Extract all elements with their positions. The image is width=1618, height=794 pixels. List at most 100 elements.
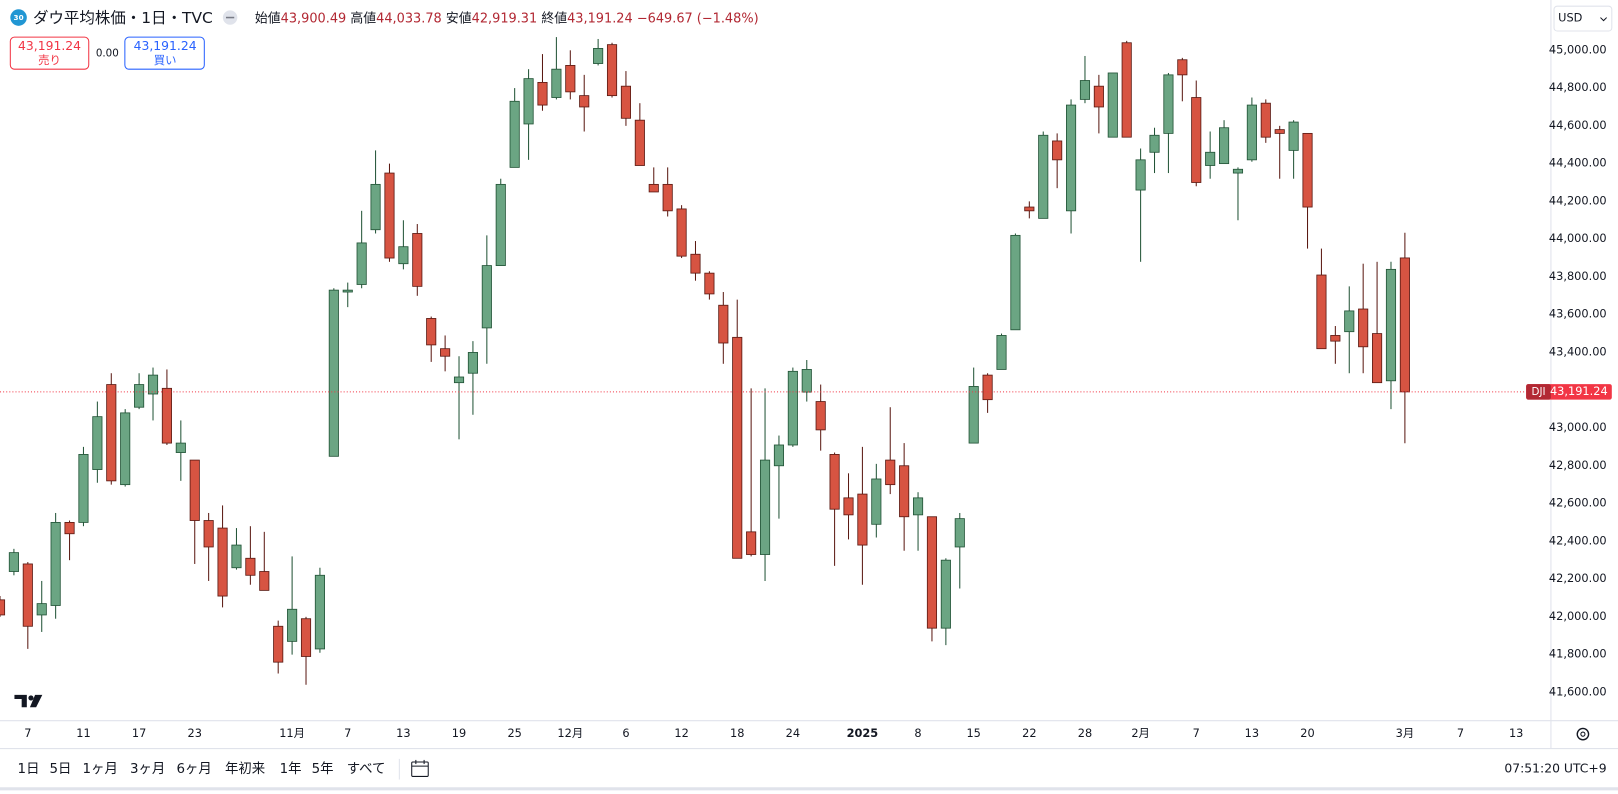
currency-select[interactable]: [1553, 5, 1613, 32]
range-button[interactable]: 3ヶ月: [130, 762, 165, 777]
candle-body: [620, 85, 631, 119]
range-button[interactable]: 1日: [18, 762, 40, 777]
candle-body: [1205, 151, 1216, 166]
y-tick-label: 42,400.00: [1549, 533, 1607, 547]
x-tick-label: 7: [344, 726, 351, 740]
candle-body: [565, 65, 576, 93]
candle-body: [64, 521, 75, 535]
candle-body: [1066, 104, 1077, 212]
candle-body: [481, 265, 492, 329]
candle-body: [773, 444, 785, 467]
candle-body: [593, 48, 604, 64]
candle-body: [356, 242, 367, 285]
y-tick-label: 43,000.00: [1549, 420, 1607, 434]
price-label: 43,191.24: [1550, 384, 1608, 398]
plot-area: [0, 37, 1548, 685]
candle-body: [217, 527, 228, 597]
x-tick-label: 6: [622, 726, 629, 740]
candle-body: [1302, 132, 1313, 208]
candle-body: [189, 459, 200, 521]
candle-body: [885, 459, 896, 486]
x-tick-label: 7: [1457, 726, 1464, 740]
candle-body: [1191, 97, 1202, 183]
range-button[interactable]: すべて: [347, 761, 386, 777]
range-button[interactable]: 5日: [50, 762, 72, 777]
ohlc-value: 43,191.24: [567, 11, 633, 26]
y-tick-label: 45,000.00: [1549, 42, 1607, 56]
candle-body: [412, 233, 423, 287]
candle-body: [203, 520, 214, 548]
x-tick-label: 13: [396, 726, 410, 740]
range-button[interactable]: 年初来: [225, 761, 265, 777]
candle-body: [495, 183, 506, 266]
x-tick-label: 11: [76, 726, 90, 740]
candle-body: [106, 384, 117, 482]
candle-body: [259, 571, 270, 591]
y-tick-label: 44,200.00: [1549, 193, 1607, 207]
candle-body: [1010, 234, 1021, 331]
candle-body: [676, 208, 687, 257]
candle-body: [1344, 310, 1355, 333]
candle-body: [732, 336, 743, 559]
ohlc-value: 44,033.78: [376, 11, 442, 26]
ohlc-label: 始値: [255, 10, 281, 26]
y-tick-label: 42,200.00: [1549, 571, 1607, 585]
candle-body: [871, 478, 882, 525]
y-tick-label: 44,000.00: [1549, 231, 1607, 245]
candle-body: [968, 386, 979, 444]
x-tick-label: 3月: [1396, 726, 1415, 740]
candle-body: [912, 497, 924, 516]
settings-icon: [1580, 731, 1586, 737]
range-button[interactable]: 1年: [280, 761, 302, 777]
clock: 07:51:20 UTC+9: [1504, 762, 1606, 776]
candle-body: [50, 521, 61, 606]
y-tick-label: 42,800.00: [1549, 458, 1607, 472]
sell-button[interactable]: [9, 36, 90, 70]
candle-body: [926, 516, 938, 629]
settings-button[interactable]: [1576, 727, 1590, 741]
buy-button[interactable]: [124, 36, 205, 70]
x-tick-label: 20: [1300, 726, 1314, 740]
candle-body: [287, 608, 298, 642]
symbol-title[interactable]: ダウ平均株価・1日・TVC: [33, 9, 213, 27]
candle-body: [370, 183, 381, 231]
y-tick-label: 42,600.00: [1549, 496, 1607, 510]
ohlc-value: 42,919.31: [472, 11, 538, 26]
candle-body: [1052, 140, 1063, 161]
x-tick-label: 22: [1022, 726, 1036, 740]
candle-body: [1177, 59, 1188, 76]
candle-body: [1385, 268, 1397, 382]
candle-body: [1372, 333, 1383, 384]
ohlc-values: 始値43,900.49 高値44,033.78 安値42,919.31 終値43,19…: [255, 10, 759, 26]
change: −649.67 (−1.48%): [637, 11, 759, 26]
candle-body: [704, 272, 715, 295]
candle-body: [1316, 274, 1327, 350]
candle-body: [92, 416, 103, 470]
candle-body: [22, 563, 33, 627]
candle-body: [398, 246, 409, 265]
x-tick-label: 7: [24, 726, 31, 740]
candle-body: [718, 304, 729, 344]
candle-body: [78, 454, 89, 523]
tv-logo: [14, 694, 43, 708]
candle-body: [1399, 257, 1410, 393]
x-tick-label: 13: [1509, 726, 1523, 740]
candle-body: [231, 544, 242, 569]
range-button[interactable]: 1ヶ月: [83, 762, 118, 777]
candle-body: [147, 374, 159, 395]
range-button[interactable]: 6ヶ月: [176, 762, 211, 777]
candle-body: [899, 465, 910, 518]
x-tick-label: 7: [1193, 726, 1200, 740]
candle-body: [1288, 121, 1299, 151]
date-range-button[interactable]: [411, 759, 429, 777]
range-button[interactable]: 5年: [312, 761, 334, 777]
y-tick-label: 44,600.00: [1549, 118, 1607, 132]
x-tick-label: 15: [966, 726, 980, 740]
sell-price: 43,191.24: [18, 39, 81, 53]
candle-body: [300, 618, 312, 657]
candle-body: [1232, 168, 1244, 174]
candle-body: [634, 119, 645, 166]
candle-body: [134, 384, 145, 408]
x-tick-label: 13: [1245, 726, 1259, 740]
